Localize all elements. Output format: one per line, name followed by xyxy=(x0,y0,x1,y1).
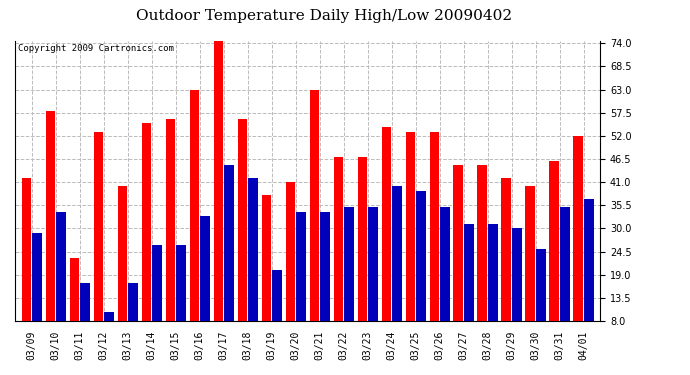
Bar xyxy=(560,207,570,354)
Bar xyxy=(248,178,258,354)
Bar xyxy=(272,270,282,354)
Bar xyxy=(357,157,367,354)
Bar xyxy=(214,39,223,354)
Bar xyxy=(320,211,330,354)
Bar xyxy=(382,128,391,354)
Bar xyxy=(80,283,90,354)
Bar xyxy=(46,111,55,354)
Text: Copyright 2009 Cartronics.com: Copyright 2009 Cartronics.com xyxy=(18,44,174,53)
Bar xyxy=(536,249,546,354)
Bar xyxy=(118,186,127,354)
Bar xyxy=(416,190,426,354)
Bar xyxy=(70,258,79,354)
Text: Outdoor Temperature Daily High/Low 20090402: Outdoor Temperature Daily High/Low 20090… xyxy=(136,9,513,23)
Bar xyxy=(190,90,199,354)
Bar xyxy=(477,165,487,354)
Bar xyxy=(286,182,295,354)
Bar xyxy=(224,165,234,354)
Bar xyxy=(141,123,151,354)
Bar xyxy=(296,211,306,354)
Bar xyxy=(200,216,210,354)
Bar xyxy=(429,132,439,354)
Bar xyxy=(512,228,522,354)
Bar xyxy=(584,199,593,354)
Bar xyxy=(104,312,114,354)
Bar xyxy=(57,211,66,354)
Bar xyxy=(94,132,104,354)
Bar xyxy=(464,224,473,354)
Bar xyxy=(344,207,354,354)
Bar xyxy=(573,136,583,354)
Bar xyxy=(440,207,450,354)
Bar xyxy=(21,178,31,354)
Bar xyxy=(152,245,161,354)
Bar xyxy=(176,245,186,354)
Bar xyxy=(392,186,402,354)
Bar xyxy=(128,283,138,354)
Bar xyxy=(549,161,559,354)
Bar xyxy=(32,232,42,354)
Bar xyxy=(526,186,535,354)
Bar xyxy=(453,165,463,354)
Bar xyxy=(406,132,415,354)
Bar xyxy=(262,195,271,354)
Bar xyxy=(237,119,247,354)
Bar xyxy=(502,178,511,354)
Bar xyxy=(368,207,377,354)
Bar xyxy=(166,119,175,354)
Bar xyxy=(488,224,497,354)
Bar xyxy=(310,90,319,354)
Bar xyxy=(333,157,343,354)
